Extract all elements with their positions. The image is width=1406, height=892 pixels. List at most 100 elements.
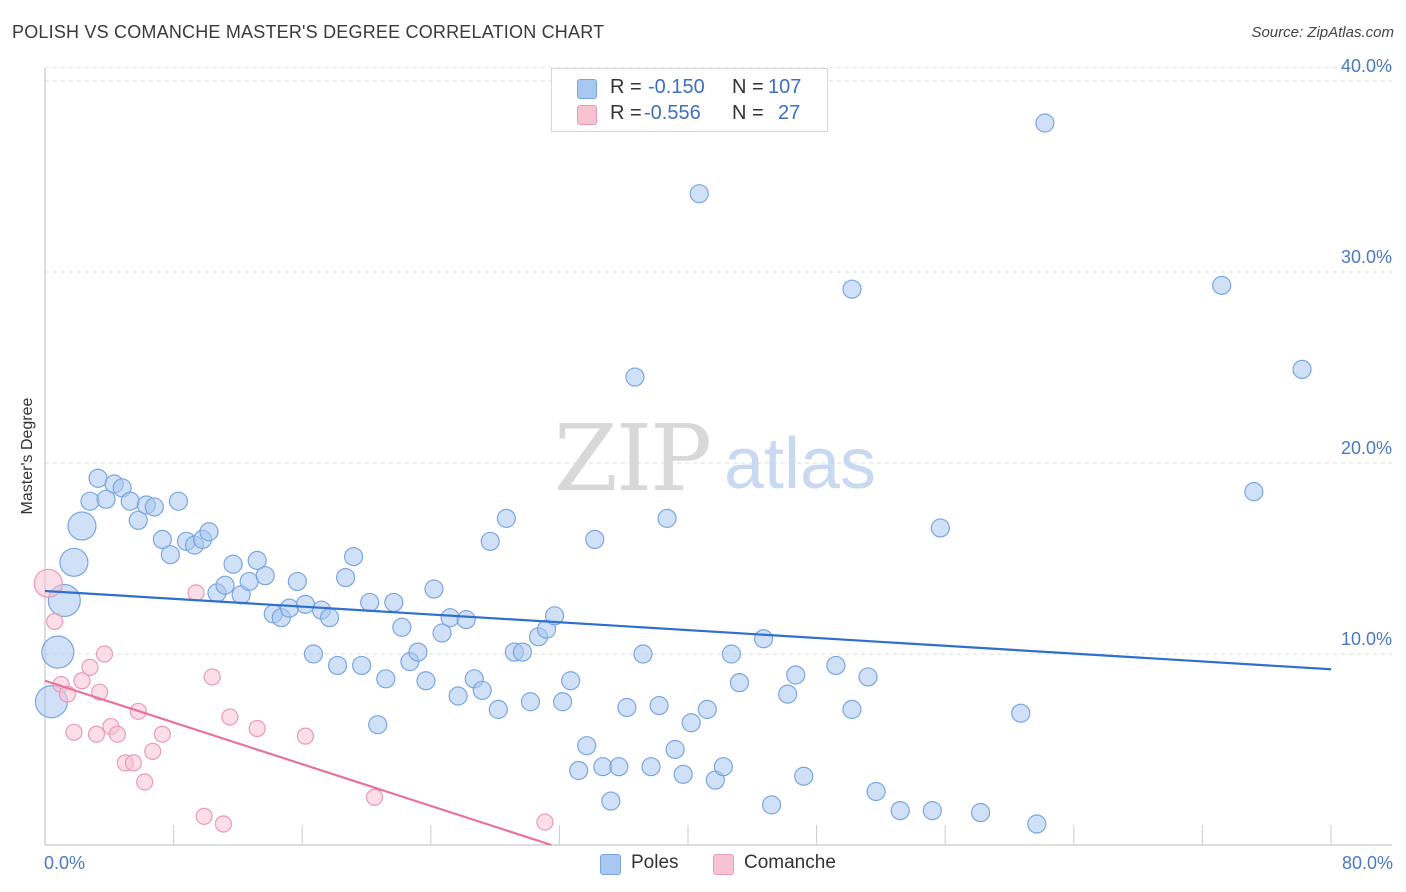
watermark-atlas: atlas	[724, 424, 876, 504]
poles-point	[480, 531, 500, 551]
poles-point	[858, 667, 878, 687]
poles-point	[215, 575, 235, 595]
poles-point	[360, 592, 380, 613]
chart-title: POLISH VS COMANCHE MASTER'S DEGREE CORRE…	[12, 22, 605, 42]
poles-point	[753, 629, 774, 649]
comanche-point	[81, 658, 99, 676]
comanche-point	[95, 645, 114, 663]
comanche-point	[203, 668, 221, 686]
comanche-point	[195, 807, 213, 825]
poles-point	[279, 598, 299, 618]
poles-point	[376, 669, 396, 689]
poles-point	[456, 610, 476, 630]
poles-point	[544, 606, 565, 626]
poles-point	[617, 697, 637, 718]
legend-r-label: R =	[610, 102, 642, 124]
legend-n-label: N =	[732, 102, 764, 124]
poles-point	[665, 739, 685, 760]
poles-point	[761, 795, 782, 815]
comanche-point	[87, 725, 106, 743]
poles-point	[786, 665, 806, 685]
y-tick-label: 10.0%	[1341, 629, 1392, 649]
y-tick-label: 40.0%	[1341, 56, 1392, 76]
comanche-point	[124, 754, 143, 772]
comanche-point	[136, 773, 154, 791]
legend-r-value: -0.150	[648, 76, 705, 98]
poles-point	[657, 508, 677, 528]
poles-point	[729, 673, 750, 693]
poles-point	[649, 695, 669, 716]
poles-point	[96, 489, 116, 509]
poles-point	[826, 655, 846, 676]
comanche-legend-swatch	[713, 854, 734, 875]
poles-point	[448, 686, 468, 706]
poles-point	[344, 546, 364, 567]
poles-point	[319, 608, 340, 628]
poles-point	[247, 550, 267, 571]
poles-point	[352, 655, 372, 676]
poles-point	[561, 671, 581, 691]
axes	[44, 68, 1392, 846]
poles-point	[160, 545, 180, 565]
watermark: ZIP atlas	[554, 405, 876, 512]
comanche-point	[214, 815, 233, 833]
poles-point	[336, 567, 356, 588]
poles-point	[287, 571, 307, 592]
trend-lines	[44, 589, 1332, 847]
poles-point	[416, 671, 436, 691]
poles-point	[120, 491, 140, 511]
poles-point	[520, 692, 541, 712]
poles-point	[80, 491, 100, 511]
comanche-point	[153, 725, 171, 743]
poles-point	[585, 529, 605, 550]
poles-point	[1212, 275, 1232, 295]
data-points	[33, 113, 1312, 834]
poles-point	[432, 623, 452, 643]
poles-point	[697, 699, 717, 719]
poles-point	[922, 801, 942, 821]
poles-point	[673, 764, 693, 784]
comanche-point	[296, 727, 315, 745]
x-tick-label: 0.0%	[44, 853, 85, 873]
poles-point	[601, 791, 621, 811]
poles-point	[239, 571, 259, 592]
comanche-point	[365, 788, 384, 806]
comanche-point	[73, 672, 91, 690]
poles-point	[681, 713, 701, 733]
poles-point	[59, 547, 89, 577]
legend-n-value: 107	[768, 76, 802, 98]
poles-swatch	[577, 79, 597, 99]
y-tick-label: 20.0%	[1341, 438, 1392, 458]
poles-point	[440, 608, 460, 628]
comanche-point	[221, 708, 239, 726]
poles-legend-label: Poles	[631, 852, 679, 873]
legend-row-comanche: R = -0.556 N = 27	[552, 101, 827, 127]
poles-point	[625, 367, 645, 387]
poles-point	[327, 655, 348, 676]
legend-n-value: 27	[778, 102, 801, 124]
poles-point	[152, 529, 172, 550]
poles-point	[424, 579, 444, 599]
legend-r-label: R =	[610, 76, 642, 98]
poles-point	[67, 511, 97, 541]
tick-labels: 40.0% 30.0% 20.0% 10.0% 0.0% 80.0%	[44, 56, 1393, 873]
poles-point	[721, 644, 742, 664]
poles-point	[890, 801, 910, 821]
gridlines	[45, 67, 1392, 655]
comanche-point	[187, 584, 205, 602]
legend-row-poles: R = -0.150 N = 107	[552, 75, 827, 101]
legend-n-label: N =	[732, 76, 764, 98]
poles-point	[1035, 113, 1055, 133]
poles-point	[866, 781, 886, 802]
poles-point	[392, 617, 412, 637]
poles-point	[609, 757, 629, 777]
poles-point	[794, 766, 814, 786]
poles-point	[496, 508, 516, 528]
poles-point	[930, 518, 950, 538]
comanche-legend-label: Comanche	[744, 852, 836, 873]
poles-point	[593, 757, 613, 777]
poles-point	[689, 184, 709, 204]
y-tick-label: 30.0%	[1341, 247, 1392, 267]
poles-point	[472, 680, 492, 700]
